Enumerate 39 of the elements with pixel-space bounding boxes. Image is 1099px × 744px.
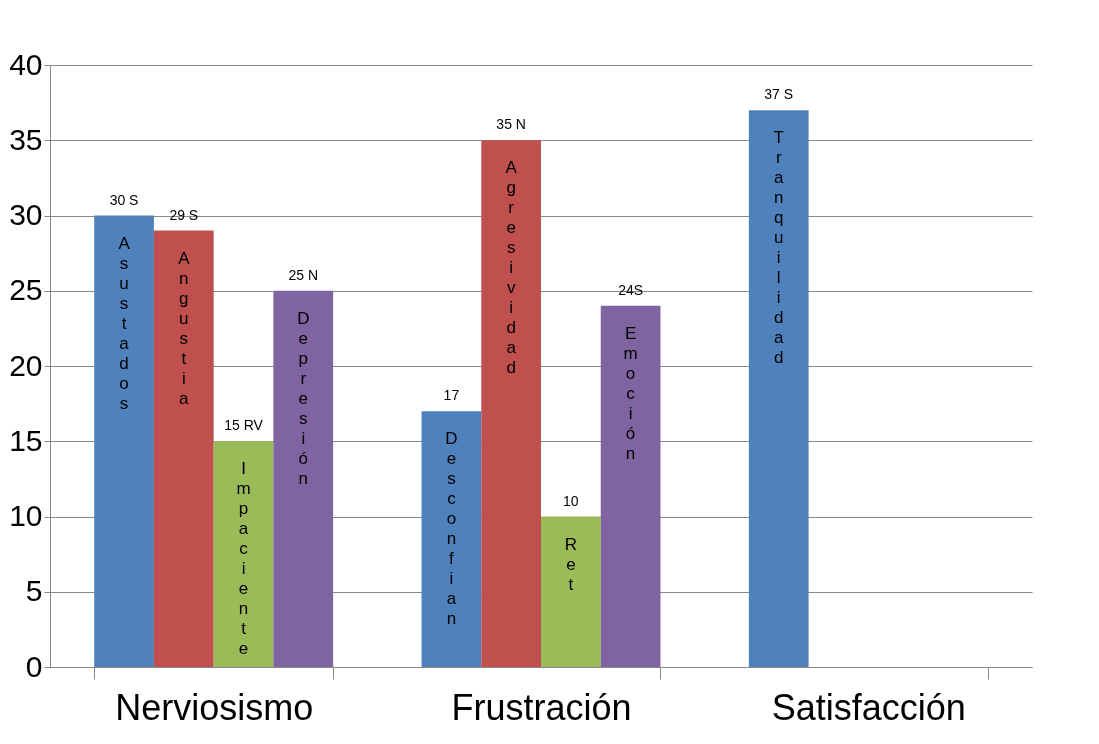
data-label: 30 S bbox=[109, 191, 139, 208]
annotation: Ret bbox=[564, 534, 578, 594]
bar bbox=[541, 516, 601, 667]
bar bbox=[273, 290, 334, 667]
x-tick-label: Satisfacción bbox=[771, 686, 966, 728]
text: Agresividad bbox=[505, 158, 517, 378]
y-tick-label: 10 bbox=[9, 499, 43, 532]
x-tick-label: Frustración bbox=[451, 686, 632, 728]
y-tick-label: 35 bbox=[9, 122, 43, 156]
y-tick-label: 25 bbox=[9, 273, 43, 307]
bar bbox=[748, 110, 809, 667]
bar bbox=[153, 230, 214, 667]
annotation: Emoción bbox=[623, 323, 638, 463]
y-tick-label: 5 bbox=[25, 574, 43, 608]
data-label: 29 S bbox=[169, 206, 199, 223]
bar bbox=[213, 441, 274, 667]
y-tick-label: 30 bbox=[9, 198, 43, 231]
data-label: 10 bbox=[563, 492, 579, 509]
data-label: 15 RV bbox=[224, 417, 264, 434]
bar bbox=[421, 411, 482, 667]
data-label: 17 bbox=[443, 387, 460, 404]
data-label: 35 N bbox=[496, 116, 526, 133]
text: Impaciente bbox=[236, 459, 251, 659]
x-tick-label: Nerviosismo bbox=[115, 686, 314, 728]
bar bbox=[481, 140, 541, 667]
y-tick-label: 40 bbox=[9, 47, 43, 81]
text: Asustados bbox=[118, 233, 130, 413]
bar bbox=[600, 305, 661, 667]
y-tick-label: 15 bbox=[9, 423, 43, 457]
annotation: Angustia bbox=[178, 248, 191, 408]
data-label: 24S bbox=[618, 281, 644, 298]
y-tick-label: 0 bbox=[25, 649, 43, 683]
text: Depresión bbox=[297, 308, 310, 488]
text: Tranquilidad bbox=[773, 128, 784, 368]
text: Desconfian bbox=[445, 429, 458, 629]
data-label: 37 S bbox=[764, 86, 794, 103]
bar bbox=[94, 215, 154, 667]
data-label: 25 N bbox=[288, 266, 319, 283]
y-tick-label: 20 bbox=[9, 348, 43, 382]
